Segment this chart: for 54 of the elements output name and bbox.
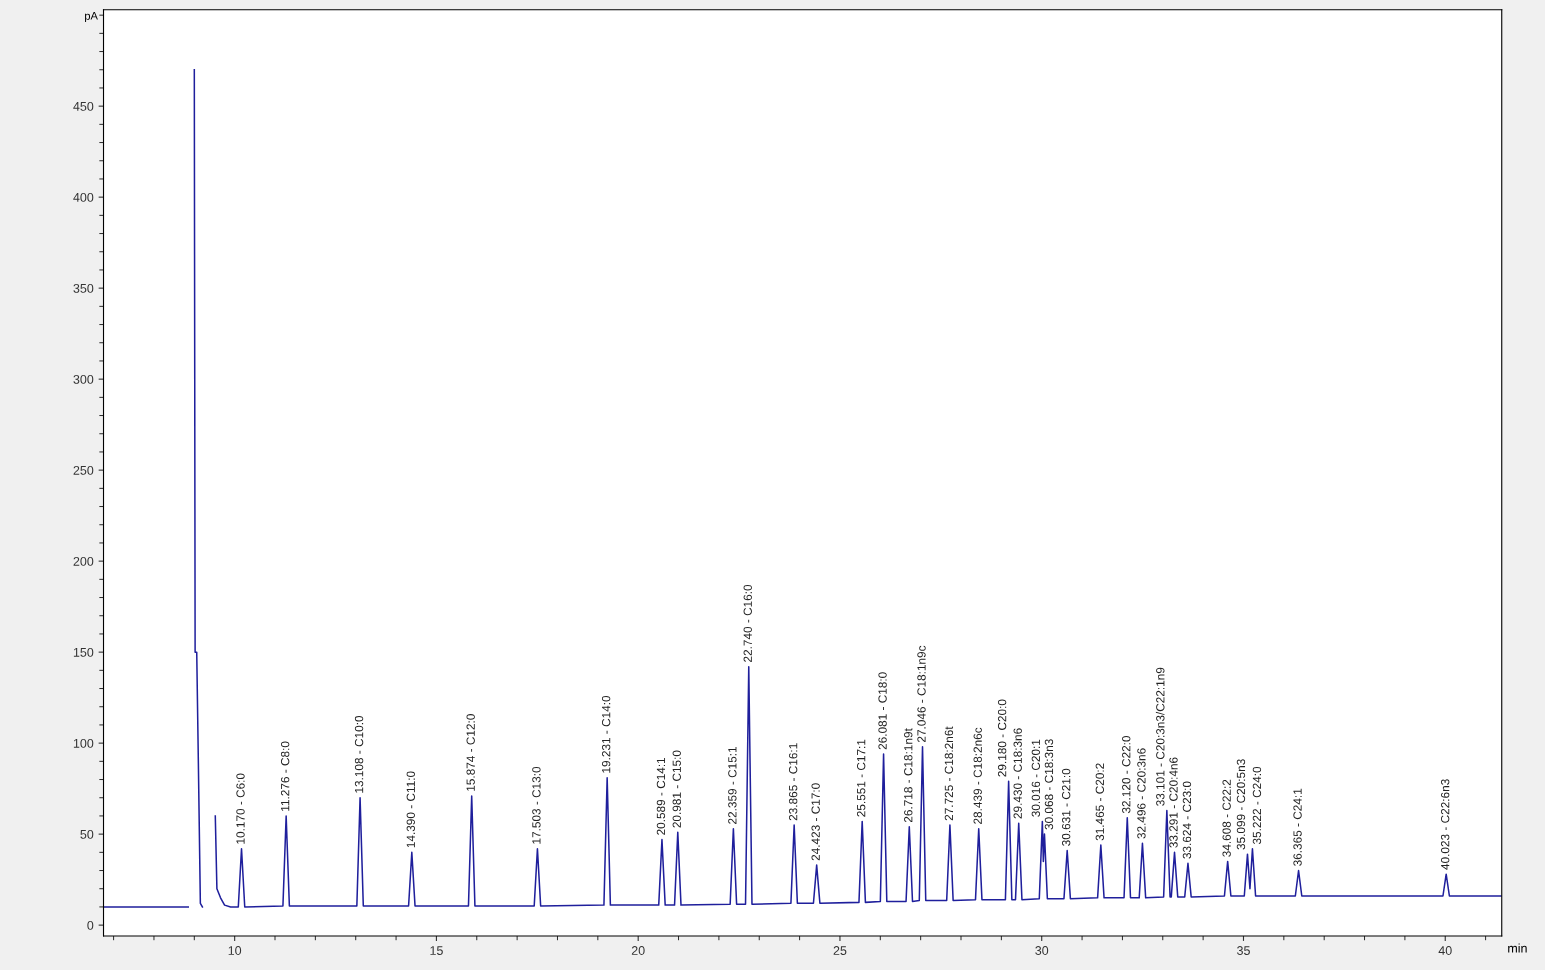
annotation: 28.439 - C18:2n6c — [973, 727, 982, 824]
y-tick-label: 150 — [73, 647, 94, 657]
annotation: 27.725 - C18:2n6t — [944, 726, 954, 821]
y-tick-label: 450 — [73, 101, 94, 111]
annotation: 31.465 - C20:2 — [1095, 763, 1104, 841]
annotation: 15.874 - C12:0 — [466, 714, 475, 791]
x-tick-label: 25 — [833, 946, 847, 955]
x-tick-label: 10 — [228, 946, 242, 955]
annotation: 27.046 - C18:1n9c — [917, 645, 926, 743]
annotation: 35.222 - C24:0 — [1252, 766, 1262, 845]
annotation: 30.016 - C20:1 — [1031, 739, 1041, 817]
annotation: 17.503 - C13:0 — [532, 766, 541, 844]
y-tick-label: 300 — [73, 374, 94, 384]
annotation: 30.068 - C18:3n3 — [1044, 739, 1054, 830]
annotation: 25.551 - C17:1 — [857, 739, 866, 817]
y-tick-label: 200 — [73, 556, 94, 566]
x-axis-title: min — [1508, 943, 1527, 953]
x-tick-label: 40 — [1438, 946, 1452, 955]
y-tick-label: 250 — [73, 465, 94, 475]
x-tick-label: 35 — [1237, 946, 1250, 955]
annotation: 29.180 - C20:0 — [997, 699, 1007, 777]
x-tick-label: 15 — [430, 946, 443, 955]
annotation: 14.390 - C11:0 — [406, 771, 415, 848]
annotation: 26.081 - C18:0 — [878, 672, 887, 750]
annotation: 20.981 - C15:0 — [672, 750, 681, 828]
annotation: 32.120 - C22:0 — [1122, 735, 1131, 814]
annotation: 35.099 - C20:5n3 — [1236, 759, 1246, 850]
annotation: 30.631 - C21:0 — [1061, 768, 1071, 846]
annotation: 22.359 - C15:1 — [728, 746, 737, 824]
y-tick-label: 350 — [73, 283, 94, 293]
annotation: 22.740 - C16:0 — [743, 584, 752, 662]
annotation: 36.365 - C24:1 — [1293, 788, 1302, 866]
annotation: 32.496 - C20:3n6 — [1137, 748, 1146, 839]
annotation: 10.170 - C6:0 — [236, 773, 245, 844]
y-axis-title: pA — [85, 11, 98, 22]
annotation: 19.231 - C14:0 — [601, 695, 611, 773]
annotation: 34.608 - C22:2 — [1222, 779, 1231, 857]
y-tick-label: 400 — [73, 192, 94, 202]
annotation: 29.430 - C18:3n6 — [1013, 728, 1022, 819]
annotation: 40.023 - C22:6n3 — [1440, 779, 1450, 870]
annotation: 24.423 - C17:0 — [811, 783, 820, 861]
y-tick-label: 50 — [80, 829, 94, 839]
x-tick-label: 30 — [1035, 946, 1049, 955]
annotation: 33.624 - C23:0 — [1182, 781, 1192, 859]
x-tick-label: 20 — [631, 946, 645, 955]
annotation: 33.291 - C20:4n6 — [1169, 757, 1178, 848]
annotation: 33.101 - C20:3n3/C22:1n9 — [1155, 667, 1165, 806]
annotation: 11.276 - C8:0 — [280, 741, 290, 811]
y-tick-label: 100 — [73, 738, 94, 748]
annotation: 13.108 - C10:0 — [354, 715, 364, 793]
annotation: 20.589 - C14:1 — [656, 757, 666, 835]
annotation: 26.718 - C18:1n9t — [904, 728, 913, 823]
y-tick-label: 0 — [87, 920, 94, 930]
annotation: 23.865 - C16:1 — [788, 743, 798, 821]
